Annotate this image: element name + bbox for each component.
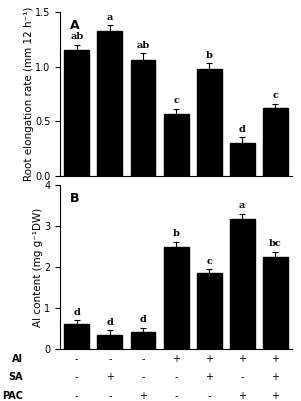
Bar bbox=[230, 143, 255, 176]
Bar bbox=[131, 60, 155, 176]
Text: +: + bbox=[205, 373, 213, 383]
Bar bbox=[131, 332, 155, 349]
Text: +: + bbox=[106, 373, 114, 383]
Text: -: - bbox=[141, 373, 145, 383]
Text: -: - bbox=[174, 373, 178, 383]
Text: d: d bbox=[239, 125, 246, 134]
Y-axis label: Root elongation rate (mm 12 h⁻¹): Root elongation rate (mm 12 h⁻¹) bbox=[24, 6, 34, 181]
Bar bbox=[64, 324, 89, 349]
Text: a: a bbox=[239, 201, 246, 211]
Text: Al: Al bbox=[12, 354, 23, 364]
Text: c: c bbox=[206, 257, 212, 265]
Text: +: + bbox=[205, 354, 213, 364]
Text: -: - bbox=[207, 391, 211, 401]
Bar bbox=[263, 108, 288, 176]
Text: c: c bbox=[173, 97, 179, 105]
Bar bbox=[164, 247, 188, 349]
Text: -: - bbox=[240, 373, 244, 383]
Bar bbox=[197, 273, 222, 349]
Text: B: B bbox=[70, 192, 79, 205]
Text: +: + bbox=[238, 354, 246, 364]
Text: +: + bbox=[139, 391, 147, 401]
Text: b: b bbox=[206, 51, 213, 60]
Text: PAC: PAC bbox=[2, 391, 23, 401]
Text: +: + bbox=[272, 373, 279, 383]
Bar bbox=[197, 69, 222, 176]
Text: +: + bbox=[238, 391, 246, 401]
Text: SA: SA bbox=[8, 373, 23, 383]
Text: -: - bbox=[108, 354, 112, 364]
Text: +: + bbox=[272, 391, 279, 401]
Text: d: d bbox=[73, 308, 80, 317]
Text: +: + bbox=[272, 354, 279, 364]
Text: d: d bbox=[140, 315, 146, 324]
Text: ab: ab bbox=[70, 32, 83, 41]
Text: a: a bbox=[107, 12, 113, 22]
Bar bbox=[98, 334, 122, 349]
Text: -: - bbox=[75, 391, 79, 401]
Bar bbox=[98, 30, 122, 176]
Text: -: - bbox=[75, 354, 79, 364]
Text: -: - bbox=[75, 373, 79, 383]
Bar bbox=[263, 257, 288, 349]
Text: d: d bbox=[107, 318, 113, 327]
Text: bc: bc bbox=[269, 239, 282, 248]
Text: -: - bbox=[174, 391, 178, 401]
Y-axis label: Al content (mg g⁻¹DW): Al content (mg g⁻¹DW) bbox=[33, 207, 43, 327]
Text: ab: ab bbox=[136, 41, 150, 50]
Bar bbox=[64, 50, 89, 176]
Text: A: A bbox=[70, 18, 79, 32]
Text: b: b bbox=[173, 229, 179, 238]
Text: -: - bbox=[141, 354, 145, 364]
Text: +: + bbox=[172, 354, 180, 364]
Bar bbox=[230, 219, 255, 349]
Bar bbox=[164, 115, 188, 176]
Text: c: c bbox=[272, 91, 278, 100]
Text: -: - bbox=[108, 391, 112, 401]
